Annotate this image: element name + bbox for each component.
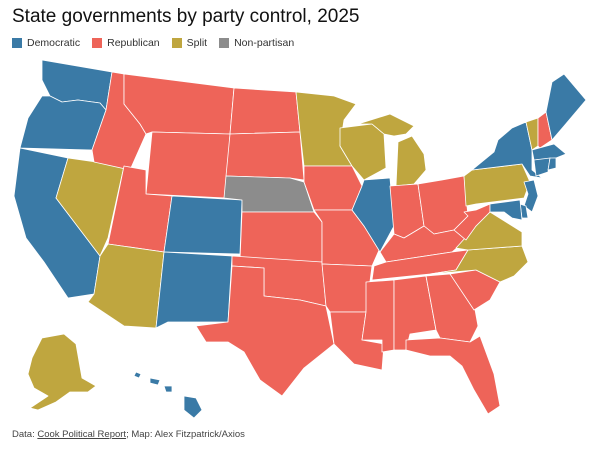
state-new-jersey <box>523 179 539 213</box>
state-texas <box>195 265 335 397</box>
legend-label-split: Split <box>186 37 208 49</box>
state-south-dakota <box>225 131 305 181</box>
state-maryland <box>489 199 523 221</box>
state-colorado <box>163 195 243 255</box>
state-montana <box>123 73 235 135</box>
state-maine <box>545 73 587 141</box>
state-new-hampshire <box>537 111 553 149</box>
page-title: State governments by party control, 2025 <box>12 6 360 27</box>
legend-swatch-republican <box>92 38 103 48</box>
legend-swatch-democratic <box>12 38 22 48</box>
legend-item-democratic: Democratic <box>12 37 80 49</box>
state-hawaii <box>149 377 161 386</box>
source-suffix: ; Map: Alex Fitzpatrick/Axios <box>126 429 245 440</box>
legend-swatch-non-partisan <box>219 38 230 48</box>
state-hawaii <box>133 371 142 379</box>
state-connecticut <box>533 157 551 177</box>
legend-label-non-partisan: Non-partisan <box>234 37 295 49</box>
legend: Democratic Republican Split Non-partisan <box>12 37 294 49</box>
state-alaska <box>27 333 97 411</box>
state-hawaii <box>163 385 173 393</box>
legend-item-split: Split <box>171 37 208 49</box>
legend-item-non-partisan: Non-partisan <box>219 37 294 49</box>
state-rhode-island <box>547 157 557 171</box>
legend-label-republican: Republican <box>107 37 160 49</box>
source-prefix: Data: <box>12 429 38 440</box>
state-north-dakota <box>229 87 301 135</box>
source-credit: Data: Cook Political Report; Map: Alex F… <box>12 429 245 440</box>
legend-swatch-split <box>171 38 182 48</box>
state-north-carolina <box>429 245 529 283</box>
state-wyoming <box>145 131 231 199</box>
legend-label-democratic: Democratic <box>27 37 81 49</box>
state-massachusetts <box>531 143 567 161</box>
state-west-virginia <box>453 203 491 241</box>
legend-item-republican: Republican <box>92 37 160 49</box>
state-illinois <box>351 177 395 253</box>
state-arkansas <box>321 263 373 313</box>
state-kansas <box>239 211 323 263</box>
source-link[interactable]: Cook Political Report <box>37 429 127 440</box>
state-florida <box>405 335 501 415</box>
us-map <box>0 52 600 424</box>
state-hawaii <box>183 395 203 419</box>
state-oregon <box>19 95 107 151</box>
state-new-mexico <box>155 251 233 329</box>
state-iowa <box>303 165 363 211</box>
